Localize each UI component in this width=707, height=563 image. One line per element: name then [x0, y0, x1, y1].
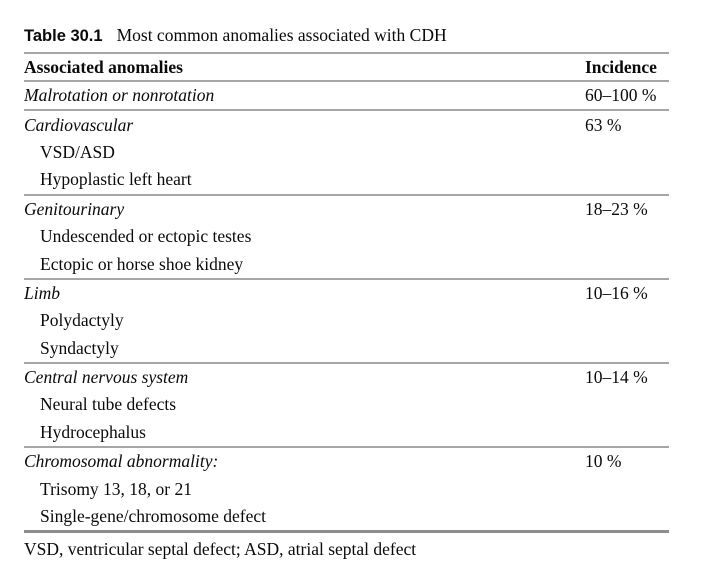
group-divider [24, 109, 669, 112]
category-name: Limb [24, 282, 60, 303]
sub-item-label: Syndactyly [40, 337, 119, 358]
incidence-value: 60–100 % [585, 85, 657, 106]
sub-item-row: Ectopic or horse shoe kidney [24, 250, 669, 277]
category-row: Limb 10–16 % [24, 280, 669, 307]
table-footnote: VSD, ventricular septal defect; ASD, atr… [24, 539, 417, 560]
category-name: Chromosomal abnormality: [24, 451, 219, 472]
group-divider [24, 193, 669, 196]
category-row: Cardiovascular 63 % [24, 111, 669, 138]
sub-item-row: Hypoplastic left heart [24, 166, 669, 193]
incidence-value: 10 % [585, 451, 622, 472]
sub-item-label: Neural tube defects [40, 394, 177, 415]
sub-item-label: VSD/ASD [40, 141, 115, 162]
group-divider [24, 277, 669, 280]
sub-item-row: Neural tube defects [24, 391, 669, 418]
table-caption-text: Most common anomalies associated with CD… [116, 25, 447, 45]
category-name: Malrotation or nonrotation [24, 85, 215, 106]
table-label: Table 30.1 [24, 27, 103, 45]
header-rule [24, 80, 669, 82]
sub-item-row: Hydrocephalus [24, 419, 669, 446]
sub-item-label: Hydrocephalus [40, 421, 146, 442]
header-row: Associated anomalies Incidence [24, 54, 669, 80]
category-row: Chromosomal abnormality: 10 % [24, 448, 669, 475]
category-row: Malrotation or nonrotation 60–100 % [24, 82, 669, 109]
category-name: Genitourinary [24, 198, 125, 219]
sub-item-label: Polydactyly [40, 310, 124, 331]
incidence-value: 18–23 % [585, 198, 648, 219]
sub-item-row: Single-gene/chromosome defect [24, 503, 669, 530]
sub-item-row: Polydactyly [24, 307, 669, 334]
category-row: Genitourinary 18–23 % [24, 196, 669, 223]
column-header-incidence: Incidence [585, 56, 657, 77]
group-divider [24, 361, 669, 364]
column-header-anomalies: Associated anomalies [24, 56, 183, 77]
bottom-rule [24, 530, 669, 534]
category-row: Central nervous system 10–14 % [24, 364, 669, 391]
incidence-value: 63 % [585, 114, 622, 135]
sub-item-label: Single-gene/chromosome defect [40, 506, 266, 527]
category-name: Cardiovascular [24, 114, 134, 135]
top-rule [24, 52, 669, 54]
category-name: Central nervous system [24, 367, 189, 388]
sub-item-label: Trisomy 13, 18, or 21 [40, 478, 193, 499]
table-caption: Table 30.1 Most common anomalies associat… [24, 25, 669, 45]
incidence-value: 10–14 % [585, 367, 648, 388]
sub-item-row: Undescended or ectopic testes [24, 223, 669, 250]
sub-item-row: Syndactyly [24, 335, 669, 362]
sub-item-label: Hypoplastic left heart [40, 169, 192, 190]
sub-item-row: Trisomy 13, 18, or 21 [24, 475, 669, 502]
incidence-value: 10–16 % [585, 282, 648, 303]
sub-item-label: Undescended or ectopic testes [40, 226, 252, 247]
group-divider [24, 446, 669, 449]
sub-item-label: Ectopic or horse shoe kidney [40, 253, 244, 274]
sub-item-row: VSD/ASD [24, 139, 669, 166]
